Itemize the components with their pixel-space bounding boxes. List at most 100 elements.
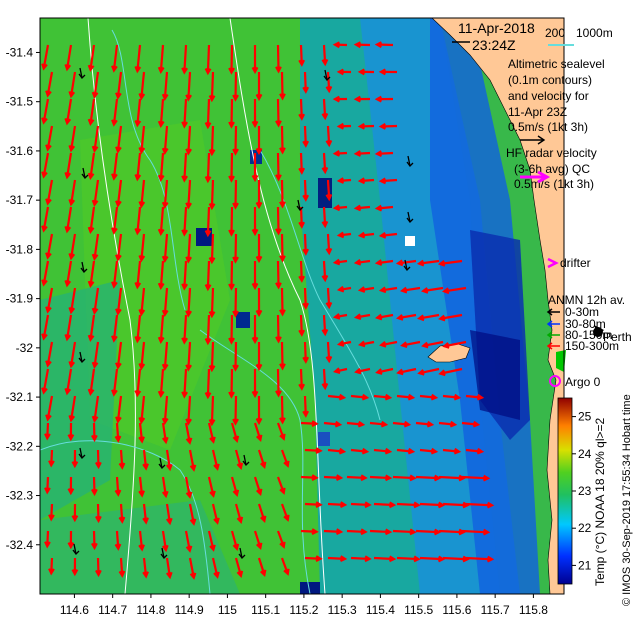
hf-vector — [257, 449, 267, 469]
hf-vector — [211, 557, 220, 579]
hf-vector — [353, 258, 371, 266]
hf-vector — [230, 476, 240, 497]
hf-vector — [357, 286, 375, 293]
hf-vector — [279, 125, 286, 155]
hf-vector — [327, 447, 347, 455]
hf-vector — [64, 44, 73, 72]
hf-vector — [415, 420, 435, 428]
hf-vector — [142, 557, 149, 579]
hf-vector — [369, 420, 389, 428]
hf-vector — [442, 340, 467, 349]
colorbar — [557, 397, 573, 585]
hf-vector — [181, 98, 188, 129]
hf-vector — [134, 44, 142, 74]
hf-vector — [157, 98, 165, 129]
hf-vector — [302, 341, 310, 364]
hf-vector — [302, 395, 310, 418]
y-tick-label: -32.2 — [6, 439, 34, 453]
hf-vector — [68, 71, 77, 99]
hf-vector — [353, 313, 371, 321]
hf-vector — [184, 476, 193, 499]
hf-vector — [276, 530, 286, 549]
hf-vector — [374, 95, 394, 103]
hf-vector — [208, 71, 216, 103]
hf-vector — [181, 260, 188, 291]
hf-vector — [374, 41, 394, 49]
hf-vector — [438, 367, 463, 377]
hf-vector — [298, 260, 306, 283]
hf-vector — [358, 340, 375, 348]
hf-vector — [332, 41, 348, 49]
hf-vector — [161, 71, 169, 102]
hf-vector — [375, 367, 394, 375]
hf-vector — [373, 393, 393, 401]
hf-vector — [165, 449, 173, 472]
hf-vector — [91, 395, 100, 424]
hf-vector — [138, 71, 146, 101]
altimetry-vector — [296, 199, 304, 211]
hf-vector — [64, 152, 73, 180]
hf-vector — [275, 206, 282, 236]
hf-vector — [461, 528, 491, 536]
hf-vector — [346, 528, 368, 536]
hf-vector — [255, 233, 263, 264]
hf-vector — [111, 152, 119, 181]
hf-vector — [327, 501, 348, 509]
plot-frame — [39, 17, 565, 595]
hf-vector — [396, 313, 417, 321]
hf-vector — [353, 95, 371, 103]
drifter-label: drifter — [560, 256, 591, 270]
hf-vector — [181, 368, 188, 399]
hf-vector — [300, 528, 319, 535]
hf-vector — [415, 474, 442, 482]
hf-vector — [115, 125, 123, 154]
hf-vector — [378, 286, 398, 294]
anmn-depth-0: 0-30m — [565, 305, 599, 319]
hf-vector — [41, 98, 50, 125]
hf-vector — [275, 368, 282, 398]
altimetry-vectors — [72, 67, 414, 559]
hf-vector — [416, 259, 440, 267]
hf-vector — [142, 449, 149, 471]
hf-vector — [350, 501, 372, 509]
hf-vector — [138, 287, 146, 317]
hf-vector — [353, 150, 371, 157]
hf-vector — [71, 449, 79, 469]
x-tick-label: 115.1 — [251, 603, 280, 617]
hf-vector — [45, 125, 54, 152]
hf-vector — [373, 501, 397, 509]
hf-vector — [302, 71, 310, 94]
hf-vector — [374, 204, 394, 212]
hf-vector — [115, 287, 123, 316]
hf-vector — [161, 233, 169, 264]
x-axis: 114.6 114.7 114.8 114.9 115 115.1 115.2 115.3 11… — [60, 594, 548, 617]
hf-vector — [115, 341, 123, 370]
hf-vector — [115, 233, 123, 262]
hf-vector — [64, 368, 73, 396]
hf-vector — [327, 555, 348, 563]
hf-vector — [346, 474, 368, 482]
hf-vector — [438, 474, 466, 482]
hf-vector — [138, 476, 145, 498]
hf-vector — [188, 503, 197, 526]
hf-vector — [204, 44, 212, 76]
colorbar-tick-label: 23 — [578, 484, 592, 498]
hf-vector — [185, 125, 192, 156]
hf-vector — [111, 206, 119, 235]
hf-vector — [442, 501, 470, 509]
hf-vector — [392, 528, 417, 536]
hf-vector — [41, 44, 50, 71]
hf-vector — [208, 395, 216, 427]
hf-vector — [280, 449, 290, 468]
hf-vector — [64, 260, 73, 288]
hf-vector — [325, 71, 333, 94]
hf-vector — [232, 179, 239, 210]
hf-vector — [438, 313, 463, 322]
hf-vector — [232, 125, 239, 156]
hf-vector — [465, 393, 485, 401]
hf-vector — [228, 206, 235, 237]
hf-vector — [419, 393, 439, 401]
hf-vector — [461, 474, 491, 482]
hf-vector — [441, 286, 467, 295]
hf-vector — [228, 98, 235, 129]
